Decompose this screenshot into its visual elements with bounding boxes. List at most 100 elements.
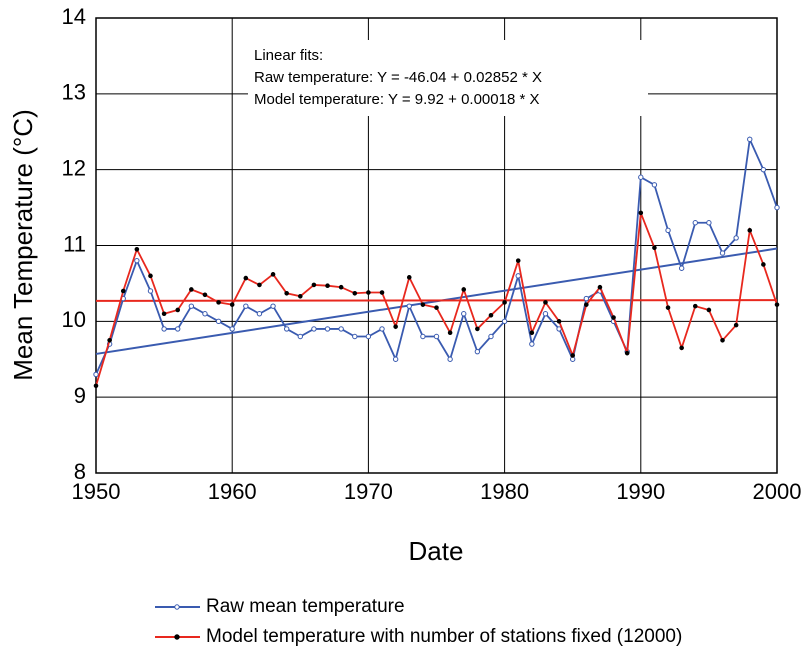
data-point	[584, 302, 589, 307]
annotation: Model temperature: Y = 9.92 + 0.00018 * …	[254, 91, 539, 108]
data-point	[134, 257, 140, 264]
data-point	[134, 246, 140, 252]
fit-line	[95, 299, 778, 302]
data-point	[420, 333, 426, 340]
x-tick-label: 1970	[344, 479, 393, 504]
data-point	[488, 312, 494, 318]
data-point	[638, 210, 644, 216]
data-point	[706, 307, 712, 313]
data-point	[679, 345, 684, 351]
data-point	[678, 265, 685, 271]
data-point	[502, 300, 507, 305]
data-point	[501, 318, 508, 325]
legend-label: Raw mean temperature	[206, 596, 405, 617]
data-point	[202, 292, 208, 298]
data-point	[229, 302, 235, 307]
data-point	[706, 220, 712, 226]
data-point	[543, 300, 548, 305]
data-point	[365, 333, 372, 340]
data-point	[570, 353, 576, 358]
x-tick-label: 1990	[616, 479, 665, 504]
data-point	[161, 311, 167, 317]
data-point	[447, 356, 453, 362]
legend-marker	[174, 604, 180, 610]
data-point	[202, 311, 208, 317]
data-point	[461, 287, 467, 292]
data-point	[638, 174, 644, 180]
data-point	[529, 330, 535, 336]
data-point	[324, 326, 331, 332]
data-point	[270, 272, 276, 277]
data-point	[515, 258, 521, 263]
data-point	[298, 294, 303, 299]
x-tick-label: 1960	[208, 479, 257, 504]
data-point	[611, 315, 616, 320]
data-point	[475, 326, 480, 332]
data-point	[761, 262, 766, 267]
data-point	[719, 250, 726, 256]
data-point	[366, 290, 371, 295]
data-point	[243, 303, 249, 309]
data-point	[229, 326, 235, 332]
data-point	[257, 282, 262, 288]
data-point	[529, 341, 535, 347]
data-point	[284, 290, 289, 296]
y-tick-label: 12	[62, 155, 86, 180]
data-point	[392, 356, 399, 362]
y-tick-label: 10	[62, 307, 86, 332]
data-point	[406, 303, 412, 309]
data-point	[338, 326, 344, 332]
data-point	[393, 324, 398, 329]
data-point	[311, 282, 317, 288]
data-point	[161, 326, 167, 332]
data-point	[488, 333, 494, 340]
data-point	[379, 326, 385, 332]
y-tick-label: 11	[63, 231, 86, 256]
data-point	[283, 326, 290, 332]
data-point	[148, 273, 153, 279]
legend-label: Model temperature with number of station…	[206, 626, 682, 647]
data-point	[352, 333, 358, 340]
data-point	[652, 245, 657, 251]
plot-frame	[95, 17, 778, 474]
data-point	[93, 383, 99, 389]
data-point	[120, 288, 126, 294]
data-point	[352, 290, 358, 296]
data-point	[665, 227, 671, 234]
data-point	[243, 275, 249, 281]
data-point	[325, 283, 330, 288]
data-point	[542, 311, 549, 317]
y-tick-label: 14	[62, 4, 86, 29]
data-point	[665, 305, 671, 310]
data-point	[583, 295, 590, 302]
data-point	[692, 303, 698, 309]
data-point	[733, 235, 739, 241]
data-point	[406, 275, 412, 280]
annotation-box	[248, 40, 648, 116]
data-point	[256, 311, 263, 317]
data-point	[175, 307, 181, 313]
legend-marker	[174, 634, 180, 640]
data-point	[216, 300, 221, 305]
x-tick-label: 2000	[753, 479, 802, 504]
data-point	[270, 303, 276, 309]
annotation: Linear fits:	[254, 47, 323, 64]
annotation: Raw temperature: Y = -46.04 + 0.02852 * …	[254, 69, 542, 86]
data-point	[597, 284, 603, 290]
x-tick-label: 1980	[480, 479, 529, 504]
data-point	[747, 228, 753, 233]
data-point	[297, 333, 303, 340]
x-tick-label: 1950	[72, 479, 121, 504]
data-point	[215, 318, 222, 325]
y-tick-label: 13	[62, 80, 86, 105]
data-point	[515, 273, 521, 279]
data-point	[624, 350, 630, 356]
data-point	[93, 371, 99, 378]
data-point	[447, 330, 453, 336]
data-point	[434, 305, 439, 310]
data-point	[379, 290, 385, 295]
data-point	[720, 337, 725, 343]
data-point	[774, 204, 780, 211]
data-point	[188, 303, 195, 309]
